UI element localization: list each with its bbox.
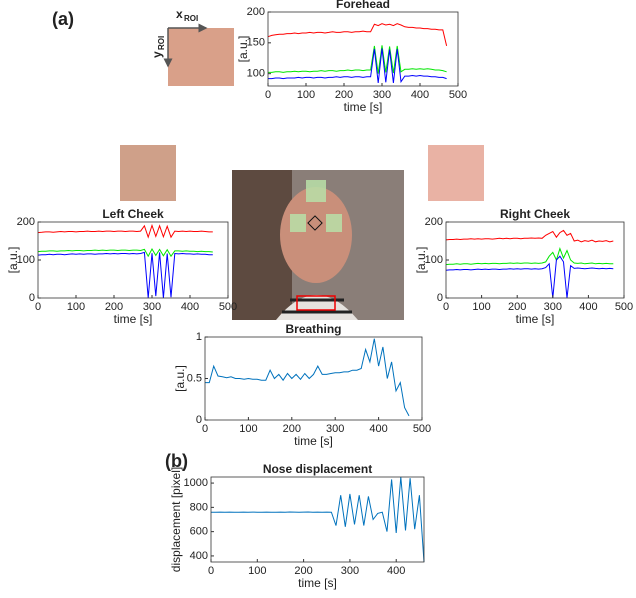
y-tick-label: 100 <box>425 254 443 266</box>
data-line <box>445 247 614 266</box>
y-tick-label: 200 <box>425 216 443 228</box>
roi-x-sub: ROI <box>184 14 198 23</box>
y-axis-label: [a.u.] <box>414 247 428 274</box>
x-tick-label: 300 <box>143 301 161 313</box>
x-tick-label: 200 <box>283 423 301 435</box>
chart-title: Nose displacement <box>263 462 372 476</box>
chart-title: Forehead <box>336 0 390 11</box>
y-axis-label: [a.u.] <box>236 36 250 63</box>
x-tick-label: 100 <box>248 565 266 577</box>
y-axis-label: displacement [pixel] <box>169 467 183 572</box>
chart-title: Right Cheek <box>500 207 570 221</box>
data-line <box>267 23 448 47</box>
x-tick-label: 100 <box>239 423 257 435</box>
x-tick-label: 100 <box>297 89 315 101</box>
y-tick-label: 100 <box>17 254 35 266</box>
y-tick-label: 100 <box>247 68 265 80</box>
roi-y-label: y <box>150 51 164 58</box>
x-tick-label: 0 <box>208 565 214 577</box>
x-tick-label: 0 <box>265 89 271 101</box>
data-line <box>268 48 447 84</box>
panel-label: (b) <box>165 451 188 471</box>
x-axis-label: time [s] <box>516 312 555 326</box>
y-axis-label: [a.u.] <box>173 365 187 392</box>
data-line <box>37 251 213 299</box>
chart-title: Breathing <box>285 322 341 336</box>
x-tick-label: 500 <box>219 301 237 313</box>
y-tick-label: 400 <box>190 550 208 562</box>
x-tick-label: 300 <box>326 423 344 435</box>
x-tick-label: 500 <box>413 423 431 435</box>
x-tick-label: 100 <box>67 301 85 313</box>
roi-y-sub: ROI <box>157 36 166 50</box>
x-tick-label: 100 <box>472 301 490 313</box>
axes-box <box>210 476 425 563</box>
data-line <box>445 229 614 243</box>
face-photo <box>232 170 404 320</box>
x-tick-label: 300 <box>544 301 562 313</box>
y-tick-label: 0 <box>29 292 35 304</box>
plot-area <box>38 222 228 298</box>
data-line <box>268 45 447 74</box>
left-cheek-patch <box>120 145 176 201</box>
y-tick-label: 200 <box>17 216 35 228</box>
y-tick-label: 150 <box>247 37 265 49</box>
y-axis-label: [a.u.] <box>6 247 20 274</box>
y-tick-label: 0 <box>196 414 202 426</box>
data-line <box>37 247 213 258</box>
x-tick-label: 400 <box>411 89 429 101</box>
x-tick-label: 400 <box>369 423 387 435</box>
x-tick-label: 200 <box>105 301 123 313</box>
x-tick-label: 200 <box>335 89 353 101</box>
y-tick-label: 0.5 <box>187 372 202 384</box>
x-tick-label: 0 <box>35 301 41 313</box>
x-axis-label: time [s] <box>114 312 153 326</box>
y-tick-label: 1 <box>196 331 202 343</box>
data-line <box>445 255 614 299</box>
y-tick-label: 0 <box>437 292 443 304</box>
x-tick-label: 200 <box>294 565 312 577</box>
data-line <box>211 476 425 563</box>
data-line <box>37 223 213 239</box>
x-tick-label: 500 <box>449 89 467 101</box>
plot-area <box>268 12 458 86</box>
y-tick-label: 600 <box>190 526 208 538</box>
roi-x-label: x <box>176 7 183 21</box>
chart-title: Left Cheek <box>102 207 164 221</box>
x-tick-label: 200 <box>508 301 526 313</box>
x-tick-label: 500 <box>615 301 633 313</box>
panel-label: (a) <box>52 9 74 29</box>
x-tick-label: 400 <box>181 301 199 313</box>
axes-box <box>267 11 459 87</box>
x-tick-label: 0 <box>202 423 208 435</box>
x-axis-label: time [s] <box>294 434 333 448</box>
x-tick-label: 300 <box>341 565 359 577</box>
right-cheek-patch <box>428 145 484 201</box>
plot-area <box>446 222 624 298</box>
x-tick-label: 400 <box>387 565 405 577</box>
forehead-patch <box>168 28 234 86</box>
y-tick-label: 1000 <box>184 477 208 489</box>
x-tick-label: 300 <box>373 89 391 101</box>
y-tick-label: 200 <box>247 6 265 18</box>
x-tick-label: 0 <box>443 301 449 313</box>
data-line <box>205 338 410 417</box>
x-axis-label: time [s] <box>344 100 383 114</box>
x-tick-label: 400 <box>579 301 597 313</box>
x-axis-label: time [s] <box>298 576 337 590</box>
y-tick-label: 800 <box>190 501 208 513</box>
